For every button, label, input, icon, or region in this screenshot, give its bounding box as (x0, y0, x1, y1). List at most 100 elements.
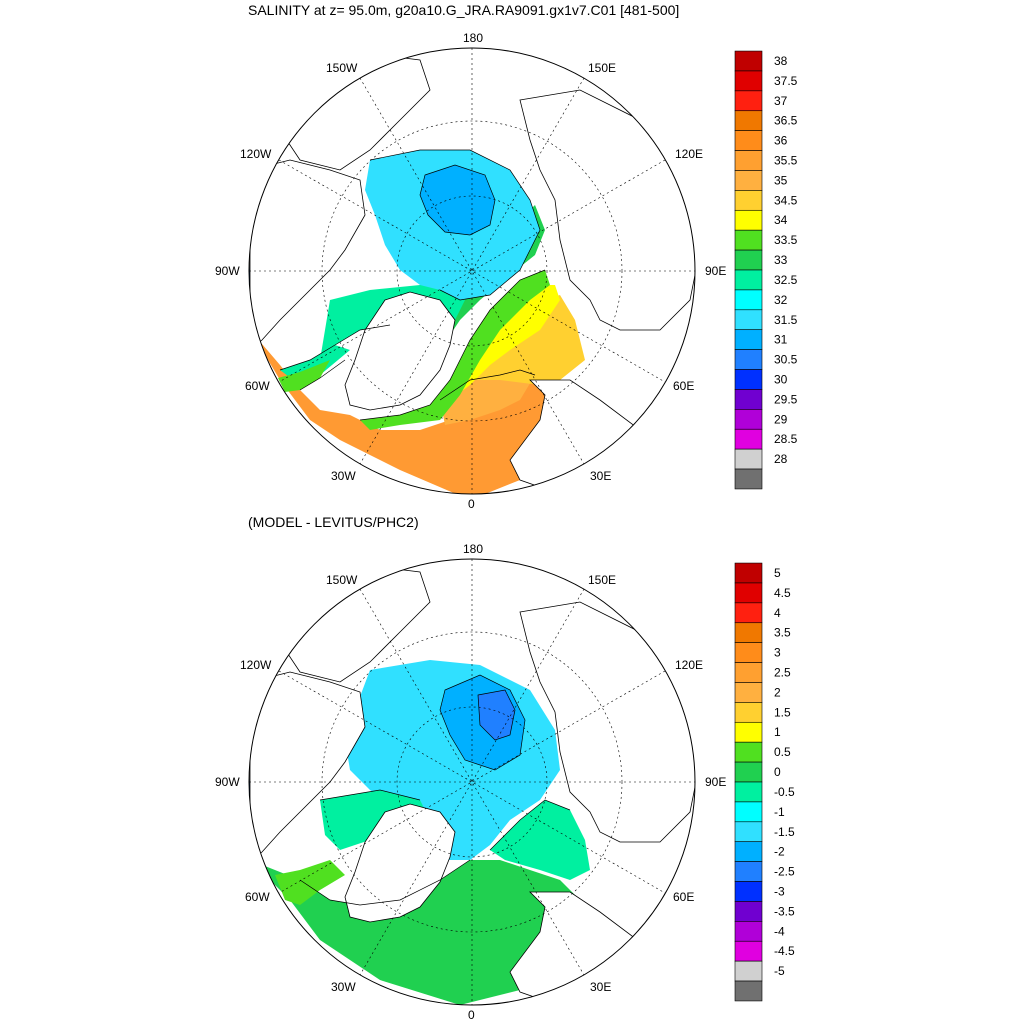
colorbar-swatch (734, 349, 763, 370)
panel-salinity: SALINITY at z= 95.0m, g20a10.G_JRA.RA909… (215, 2, 798, 511)
lon-label-120w: 120W (240, 147, 272, 161)
colorbar-label: 33 (774, 253, 788, 267)
colorbar-swatch (734, 229, 763, 251)
lon-label-60e: 60E (673, 379, 694, 393)
field-atlantic-orange (250, 330, 560, 494)
colorbar-label: 0.5 (774, 745, 791, 759)
colorbar-swatch (734, 329, 763, 350)
colorbar-swatch (734, 622, 763, 643)
lon-label-120w-2: 120W (240, 658, 272, 672)
panel2-graticule (249, 559, 695, 1005)
colorbar-swatch (734, 761, 763, 783)
colorbar-label: -3.5 (774, 904, 795, 918)
colorbar-label: 4.5 (774, 586, 791, 600)
colorbar-label: 4 (774, 606, 781, 620)
colorbar-label: 28.5 (774, 432, 798, 446)
colorbar-swatch (734, 921, 763, 942)
panel1-lon-labels: 180 0 90W 90E 150W 150E 120W 120E 60W 60… (215, 31, 726, 511)
field-central-blue (420, 165, 495, 235)
colorbar-label: 34 (774, 213, 788, 227)
colorbar-label: 1 (774, 725, 781, 739)
lon-label-30w: 30W (331, 469, 356, 483)
colorbar-swatch (734, 562, 763, 584)
colorbar-label: 30.5 (774, 353, 798, 367)
colorbar-label: -3 (774, 884, 785, 898)
colorbar-swatch (734, 881, 763, 902)
lon-label-30e: 30E (590, 469, 611, 483)
panel1-map-border (248, 47, 696, 495)
colorbar-label: 29.5 (774, 392, 798, 406)
colorbar-label: 28 (774, 452, 788, 466)
colorbar-swatch (734, 409, 763, 430)
panel2-title: (MODEL - LEVITUS/PHC2) (248, 514, 419, 530)
lon-label-120e: 120E (675, 147, 703, 161)
colorbar-label: 36.5 (774, 114, 798, 128)
colorbar-label: 31.5 (774, 313, 798, 327)
colorbar-swatch (734, 209, 763, 231)
lon-label-60e-2: 60E (673, 890, 694, 904)
colorbar-swatch (734, 170, 763, 191)
colorbar-swatch (734, 662, 763, 683)
lon-label-60w: 60W (245, 379, 270, 393)
colorbar-label: 3.5 (774, 626, 791, 640)
colorbar-swatch (734, 721, 763, 743)
diff-atlantic-green (250, 860, 580, 1005)
colorbar-swatch (734, 960, 763, 982)
colorbar-swatch (734, 940, 763, 962)
panel-difference: (MODEL - LEVITUS/PHC2) (215, 514, 795, 1022)
lon-label-30w-2: 30W (331, 980, 356, 994)
lon-label-150w: 150W (326, 61, 358, 75)
lon-label-90w-2: 90W (215, 775, 240, 789)
colorbar-swatch (734, 70, 763, 92)
diff-central-darkblue (478, 690, 515, 740)
lon-label-180-2: 180 (463, 542, 483, 556)
colorbar-label: -1 (774, 805, 785, 819)
panel1-colorbar: 38 37.5 37 36.5 36 35.5 35 34.5 34 33.5 33 32.5 32 31… (734, 50, 798, 490)
colorbar-label: 32 (774, 293, 788, 307)
lon-label-90e: 90E (705, 264, 726, 278)
colorbar-label: 37.5 (774, 74, 798, 88)
field-labrador-green (278, 360, 330, 392)
colorbar-label: 36 (774, 134, 788, 148)
colorbar-swatch (734, 801, 763, 823)
panel2-colorbar: 5 4.5 4 3.5 3 2.5 2 1.5 1 0.5 0 -0.5 -1 -1.5 -2 -2.5 -3 -… (734, 562, 795, 1002)
colorbar-swatch (734, 110, 763, 131)
colorbar-label: -1.5 (774, 825, 795, 839)
colorbar-label: 1.5 (774, 705, 791, 719)
panel2-contours (299, 674, 571, 906)
lon-label-90w: 90W (215, 264, 240, 278)
lon-label-120e-2: 120E (675, 658, 703, 672)
colorbar-swatch (734, 130, 763, 151)
greenland-land-2 (344, 803, 456, 923)
colorbar-swatch (734, 448, 763, 470)
colorbar-label: 37 (774, 94, 788, 108)
colorbar-swatch (734, 428, 763, 450)
panel1-title: SALINITY at z= 95.0m, g20a10.G_JRA.RA909… (248, 2, 679, 18)
colorbar-swatch (734, 468, 763, 490)
colorbar-label: 30 (774, 372, 788, 386)
colorbar-swatch (734, 369, 763, 390)
colorbar-swatch (734, 821, 763, 843)
colorbar-swatch (734, 702, 763, 723)
colorbar-swatch (734, 190, 763, 211)
lon-label-0: 0 (468, 497, 475, 511)
colorbar-label: 2.5 (774, 666, 791, 680)
colorbar-swatch (734, 741, 763, 763)
lon-label-60w-2: 60W (245, 890, 270, 904)
colorbar-label: 35.5 (774, 154, 798, 168)
colorbar-label: 2 (774, 685, 781, 699)
colorbar-label: 35 (774, 173, 788, 187)
colorbar-swatch (734, 602, 763, 624)
colorbar-label: 34.5 (774, 193, 798, 207)
lon-label-150w-2: 150W (326, 573, 358, 587)
colorbar-swatch (734, 781, 763, 803)
lon-label-0-2: 0 (468, 1008, 475, 1022)
colorbar-swatch (734, 289, 763, 311)
colorbar-label: 5 (774, 566, 781, 580)
field-barents-gold (470, 295, 585, 385)
colorbar-label: 33.5 (774, 233, 798, 247)
colorbar-label: -0.5 (774, 785, 795, 799)
colorbar-swatch (734, 309, 763, 331)
colorbar-label: 31 (774, 333, 788, 347)
colorbar-swatch (734, 249, 763, 271)
